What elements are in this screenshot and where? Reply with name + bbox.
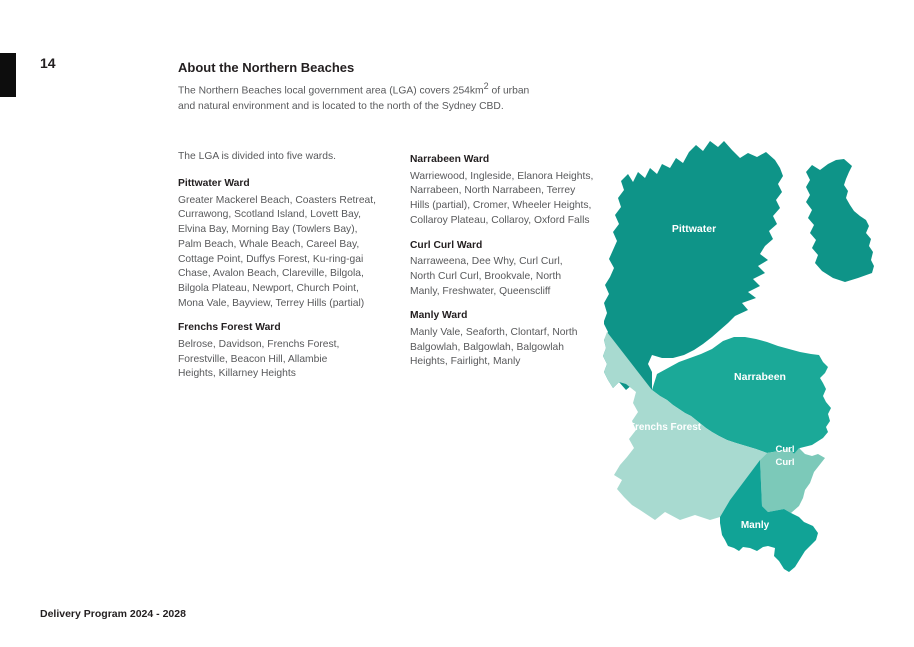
svg-text:Frenchs Forest: Frenchs Forest	[629, 422, 702, 433]
svg-text:Curl: Curl	[776, 444, 795, 455]
svg-text:Manly: Manly	[741, 520, 770, 531]
svg-text:Narrabeen: Narrabeen	[734, 371, 786, 383]
svg-text:Pittwater: Pittwater	[672, 223, 716, 235]
svg-text:Curl: Curl	[776, 457, 795, 468]
